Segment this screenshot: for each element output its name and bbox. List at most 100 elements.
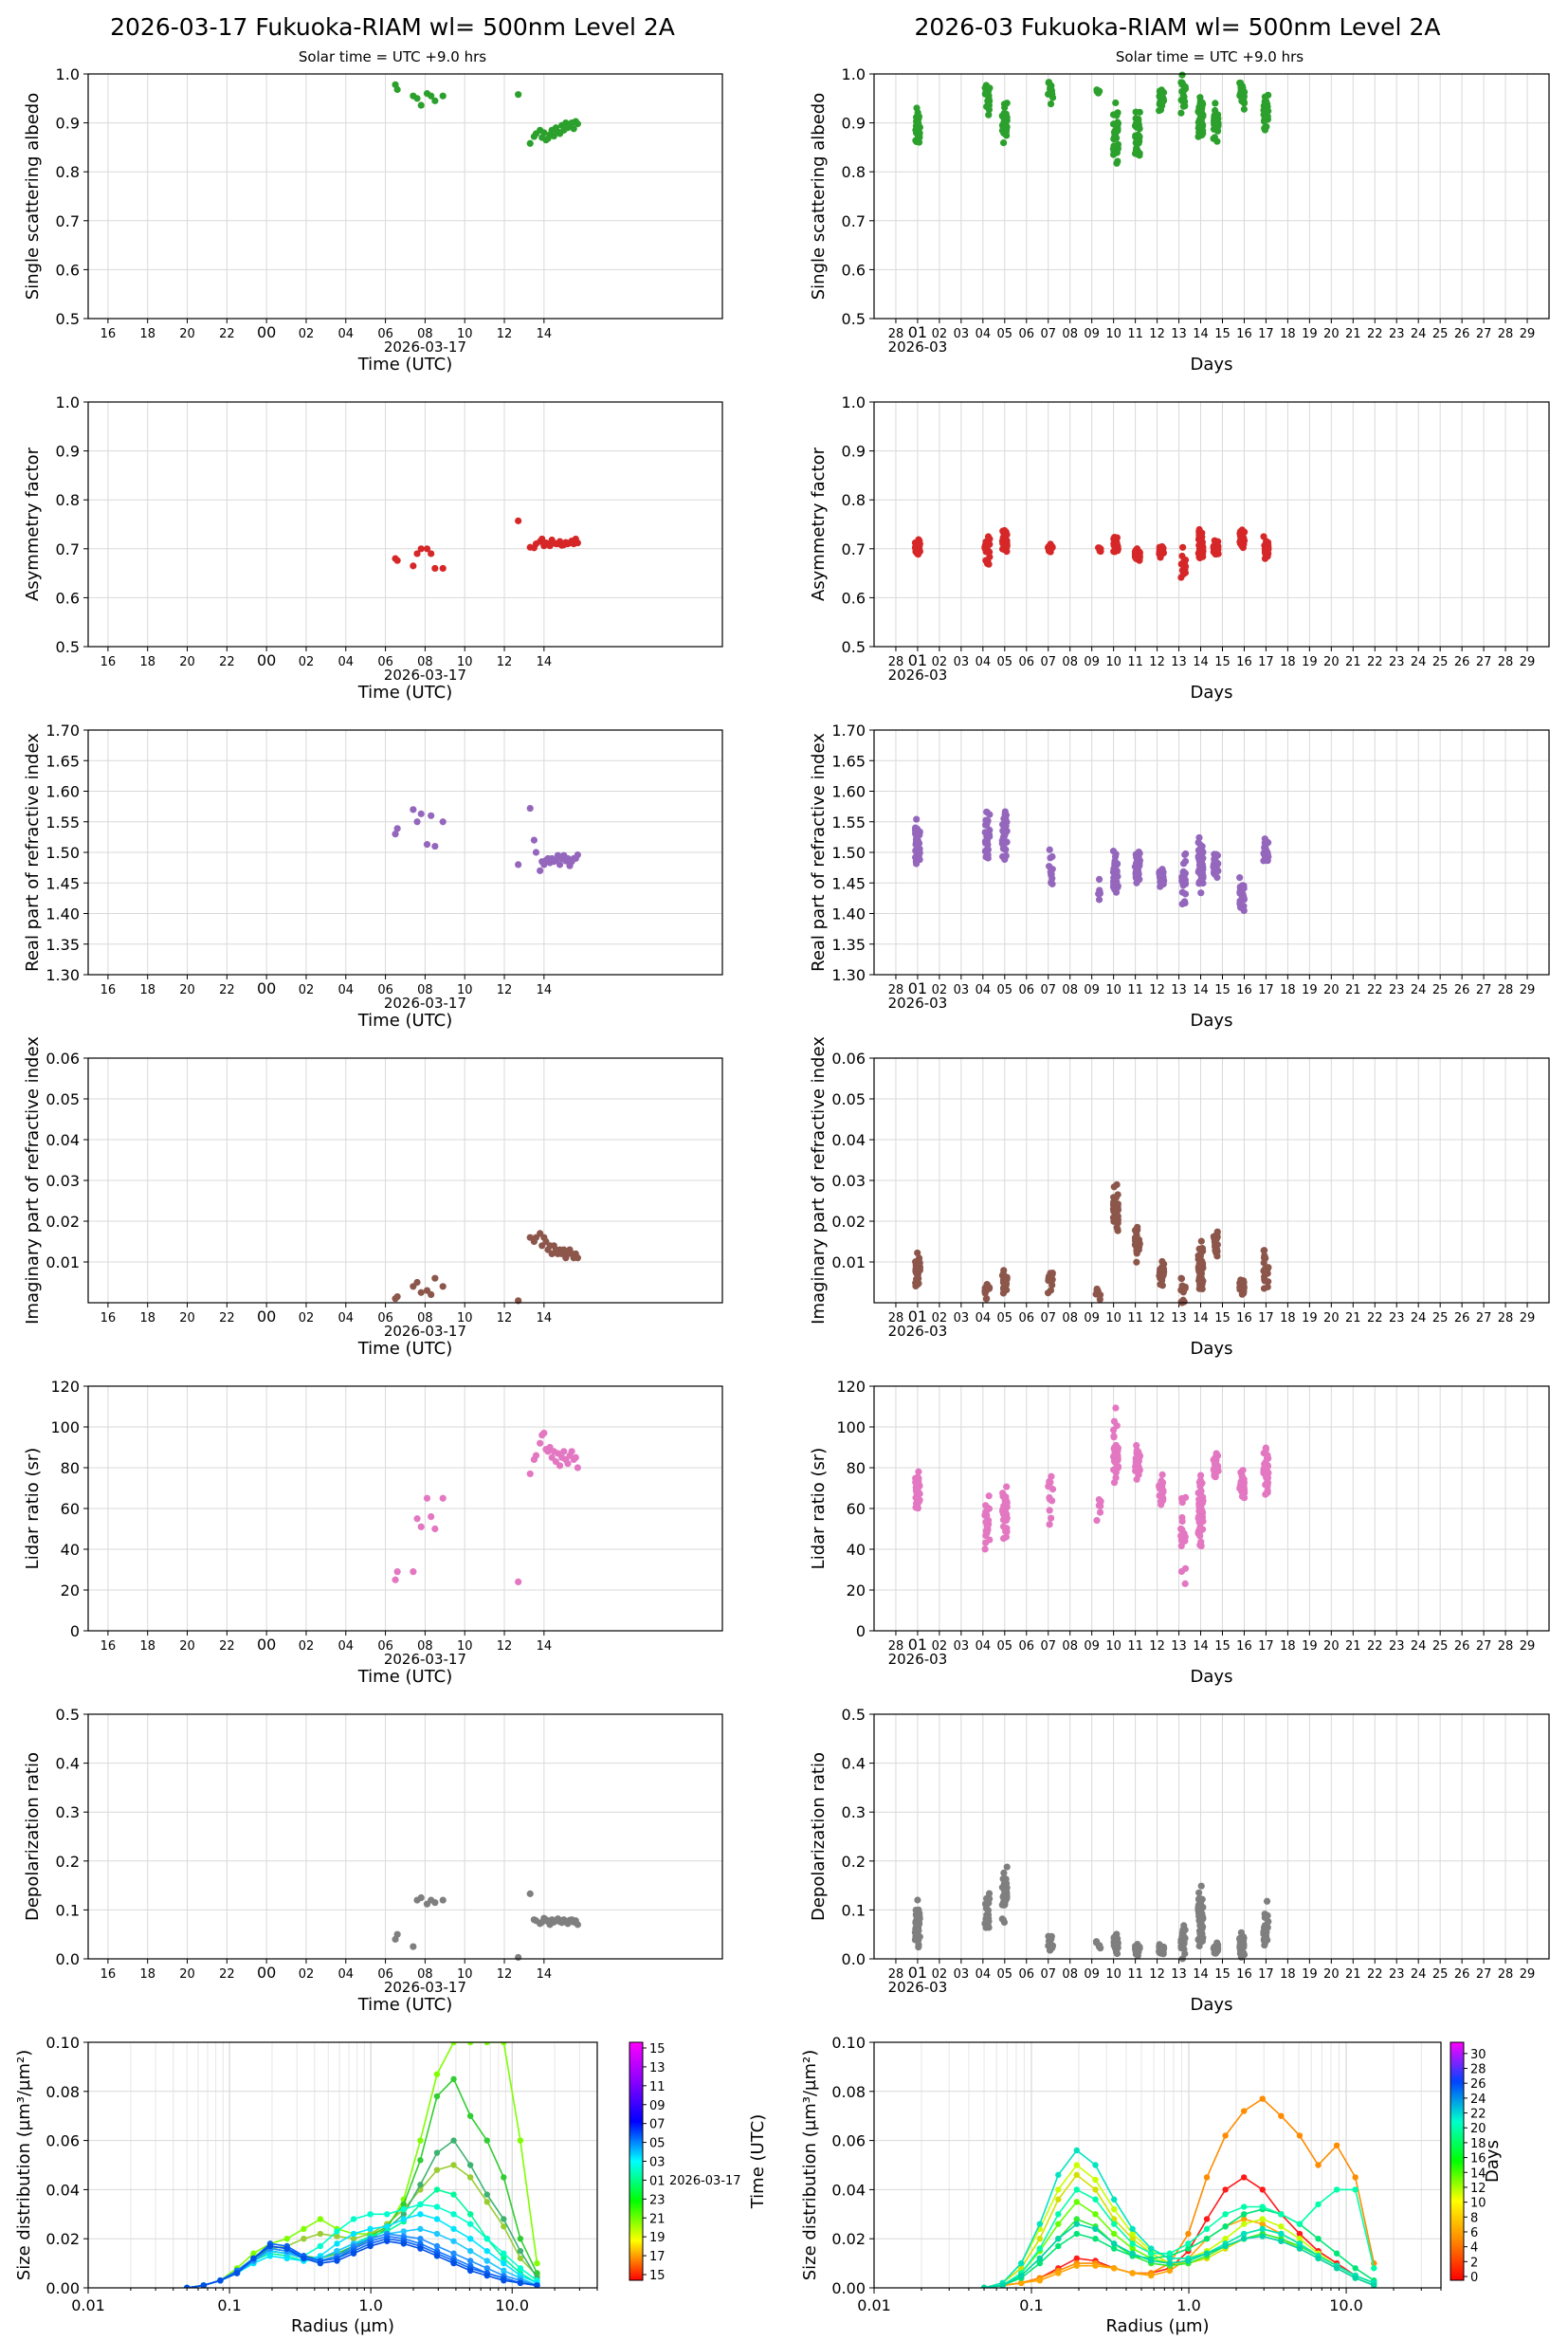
size_monthly-series-point — [1278, 2238, 1285, 2244]
real_index-daily-point — [515, 861, 522, 868]
size_monthly-series-point — [1092, 2162, 1099, 2168]
albedo-monthly-point — [1110, 142, 1118, 150]
real_index-monthly-point — [1213, 873, 1221, 882]
real_index-monthly-point — [1095, 896, 1103, 904]
depol-left-xtick-label: 04 — [338, 1967, 355, 1982]
real_index-monthly-point — [1181, 880, 1190, 887]
lidar-left-xtick-label: 22 — [219, 1639, 235, 1654]
size_daily-series-point — [334, 2240, 340, 2247]
size_daily-series-point — [466, 2162, 474, 2168]
size_monthly-series-point — [1241, 2216, 1248, 2222]
lidar-right-xtick-label: 14 — [1193, 1639, 1209, 1654]
size_daily-series-point — [501, 2277, 507, 2284]
real_index-monthly-point — [1195, 867, 1203, 874]
size_daily-series-point — [483, 2191, 490, 2198]
asymmetry-monthly-point — [1114, 547, 1121, 555]
asymmetry-right-xtick-label: 16 — [1236, 655, 1252, 669]
imag_index-monthly-point — [1114, 1200, 1121, 1208]
depol-monthly-point — [1000, 1869, 1008, 1876]
albedo-monthly-point — [1213, 137, 1221, 145]
asymmetry-right-xtick-label: 03 — [954, 655, 970, 669]
lidar-monthly-point — [1002, 1493, 1010, 1501]
asymmetry-monthly-point — [1112, 538, 1120, 546]
size_daily-series-point — [534, 2282, 540, 2288]
imag_index-monthly-point — [1133, 1226, 1140, 1234]
size_monthly-series-point — [1352, 2275, 1358, 2281]
right-title: 2026-03 Fukuoka-RIAM wl= 500nm Level 2A — [915, 13, 1441, 41]
asymmetry-left-xtick-label: 10 — [457, 655, 473, 669]
imag_index-monthly-point — [1260, 1285, 1268, 1292]
lidar-monthly-point — [1095, 1502, 1103, 1509]
asymmetry-right-xtick-label: 01 — [908, 651, 927, 669]
size_monthly-series-point — [1296, 2221, 1304, 2227]
albedo-monthly-point — [1047, 100, 1055, 108]
size_daily-cb-tick-label: 23 — [649, 2193, 665, 2207]
albedo-monthly-point — [1179, 91, 1187, 100]
real_index-daily-point — [431, 842, 439, 850]
lidar-right-xtick-label: 19 — [1302, 1639, 1318, 1654]
imag_index-right-xtick-label: 29 — [1520, 1311, 1536, 1325]
asymmetry-right-xtick-label: 05 — [997, 655, 1013, 669]
imag_index-right-xtick-label: 05 — [997, 1311, 1013, 1325]
asymmetry-monthly-point — [1003, 531, 1011, 539]
left-solar-time: Solar time = UTC +9.0 hrs — [299, 48, 486, 65]
depol-left-xtick-label: 18 — [139, 1967, 155, 1982]
lidar-right-ytick-label: 60 — [847, 1500, 866, 1518]
depol-monthly-point — [1181, 1950, 1189, 1958]
imag_index-left-xtick-label: 06 — [377, 1311, 393, 1325]
imag_index-right-xtick-label: 21 — [1345, 1311, 1361, 1325]
real_index-left-xtick-label: 22 — [219, 983, 235, 997]
albedo-monthly-point — [1134, 151, 1142, 158]
asymmetry-left-xtick-label: 14 — [537, 655, 553, 669]
depol-daily-point — [439, 1896, 447, 1904]
albedo-monthly-point — [1109, 151, 1118, 158]
size_daily-series-point — [266, 2242, 274, 2250]
depol-monthly-point — [1158, 1947, 1165, 1956]
lidar-right-xtick-label: 05 — [997, 1639, 1013, 1654]
real_index-right-xtick-label: 07 — [1040, 983, 1056, 997]
asymmetry-left-ytick-label: 0.7 — [56, 540, 80, 558]
asymmetry-right-xtick-label: 28 — [1498, 655, 1514, 669]
size_monthly-xtick-label: 0.01 — [857, 2296, 891, 2314]
asymmetry-monthly-point — [985, 560, 993, 568]
real_index-left-xtick-label: 06 — [377, 983, 393, 997]
albedo-right-bg — [874, 74, 1549, 319]
size_monthly-series-point — [1092, 2176, 1099, 2184]
lidar-monthly-point — [984, 1522, 992, 1530]
lidar-daily-point — [392, 1576, 399, 1583]
lidar-monthly-point — [1195, 1495, 1203, 1504]
size_daily-ytick-label: 0.08 — [46, 2083, 80, 2101]
albedo-left-xtick-label: 00 — [257, 323, 276, 341]
albedo-right-ytick-label: 0.5 — [842, 310, 866, 328]
size_monthly-series-point — [1018, 2259, 1025, 2267]
asymmetry-daily-point — [439, 564, 447, 573]
lidar-right-xtick-label: 23 — [1389, 1639, 1405, 1654]
albedo-left-ytick-label: 0.8 — [56, 163, 80, 181]
real_index-monthly-point — [1095, 875, 1103, 884]
imag_index-monthly-point — [1197, 1237, 1205, 1245]
depol-right-ytick-label: 0.2 — [842, 1853, 866, 1871]
real_index-monthly-point — [912, 837, 921, 845]
depol-monthly-point — [1113, 1949, 1121, 1957]
lidar-monthly-point — [1110, 1432, 1118, 1440]
size_daily-series-point — [417, 2236, 424, 2242]
imag_index-monthly-point — [1048, 1270, 1056, 1277]
albedo-monthly-point — [1196, 123, 1204, 131]
size_monthly-series-point — [1296, 2132, 1304, 2139]
asymmetry-left-ytick-label: 0.8 — [56, 491, 80, 509]
size_monthly-series-point — [1185, 2230, 1192, 2238]
real_index-right-ytick-label: 1.50 — [831, 844, 866, 862]
size_daily-series-point — [450, 2162, 457, 2168]
lidar-right-xtick-label: 25 — [1432, 1639, 1449, 1654]
lidar-monthly-point — [1177, 1525, 1185, 1533]
size_monthly-series-line — [983, 2188, 1376, 2288]
imag_index-right-frame — [873, 1057, 1550, 1304]
lidar-monthly-point — [1236, 1482, 1245, 1490]
real_index-right-xtick-label: 10 — [1105, 983, 1121, 997]
imag_index-monthly-point — [1210, 1233, 1217, 1240]
lidar-left-xtick-label: 04 — [338, 1639, 355, 1654]
lidar-monthly-point — [1265, 1454, 1272, 1462]
albedo-left-xtick-label: 20 — [179, 327, 195, 341]
imag_index-monthly-point — [1198, 1285, 1206, 1293]
real_index-monthly-point — [1046, 846, 1053, 853]
